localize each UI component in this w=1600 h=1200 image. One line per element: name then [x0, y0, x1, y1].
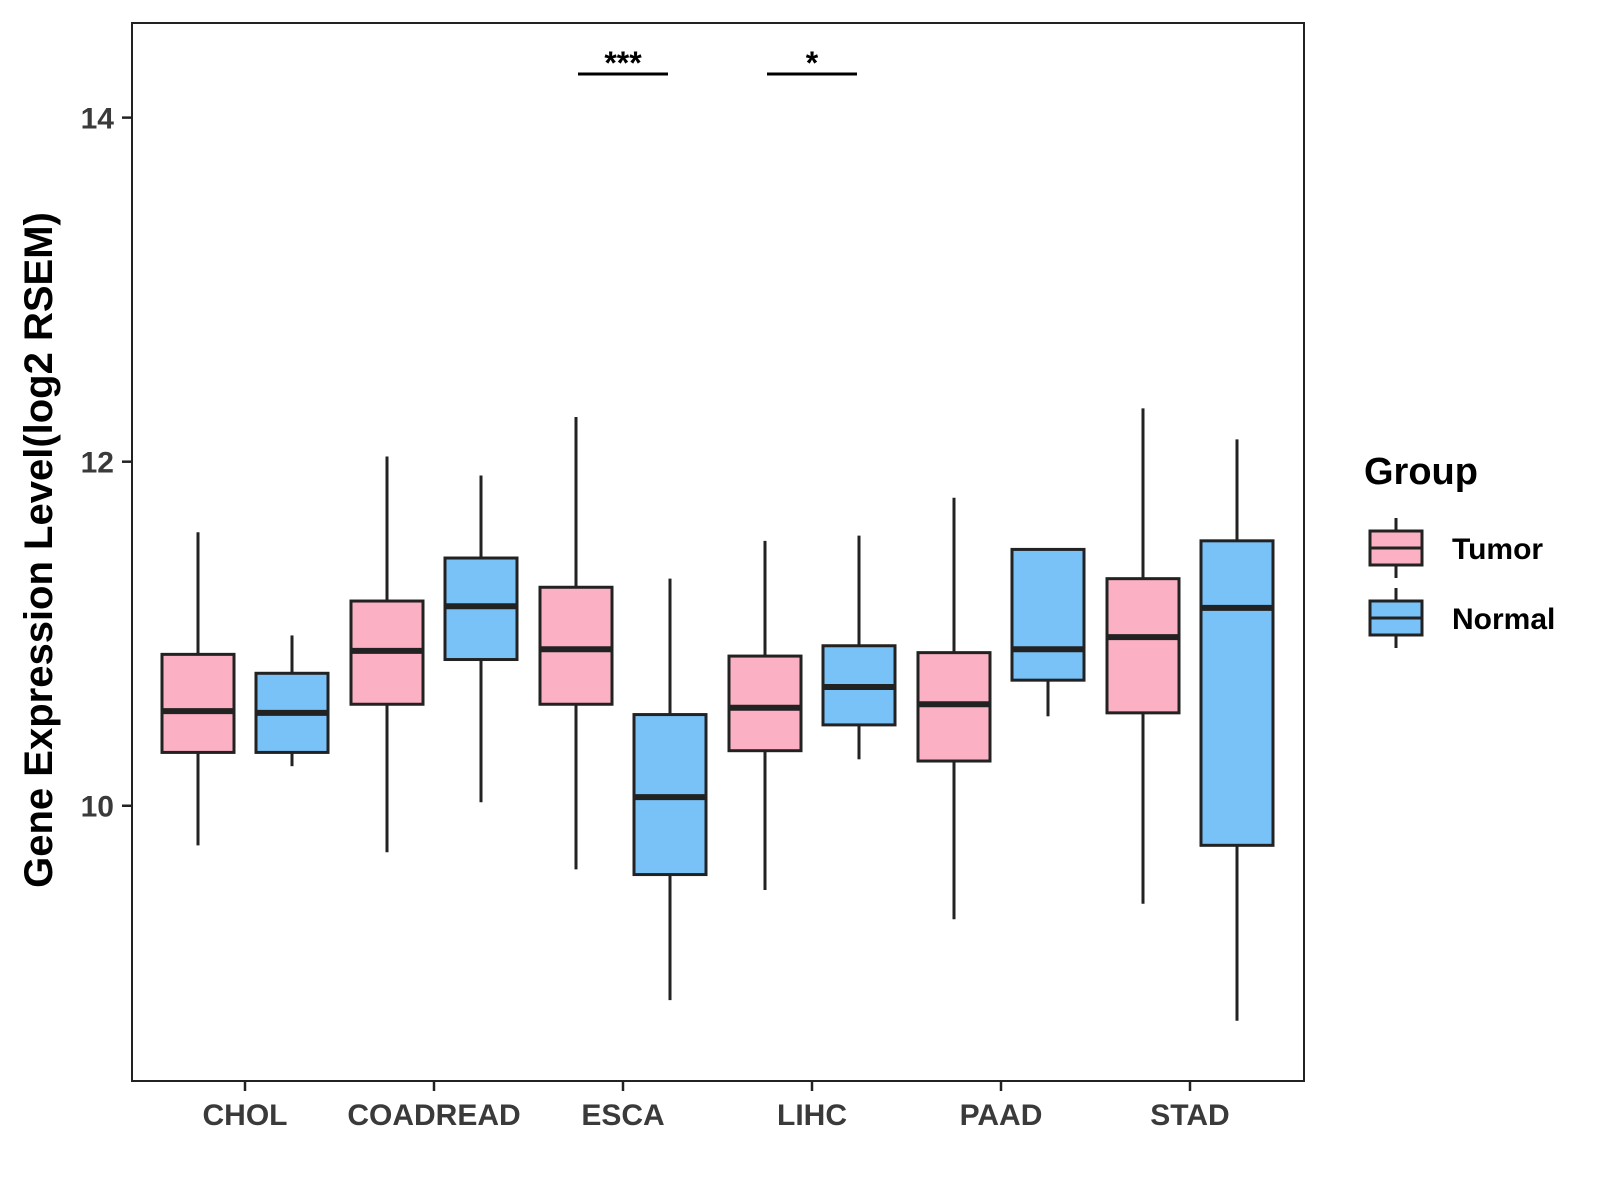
box-iqr [1105, 577, 1181, 715]
x-tick-label-paad: PAAD [960, 1099, 1043, 1132]
y-tick-label: 14 [81, 103, 115, 136]
x-tick-label-chol: CHOL [203, 1099, 288, 1132]
box-iqr [727, 654, 803, 753]
box-iqr [1199, 539, 1275, 847]
x-tick-label-lihc: LIHC [777, 1099, 847, 1132]
y-tick-label: 10 [81, 791, 114, 824]
legend-item-tumor: Tumor [1368, 518, 1543, 578]
box-normal-coadread [443, 475, 519, 803]
plot-area: *** * [160, 45, 1275, 1021]
legend-label: Normal [1452, 603, 1555, 636]
box-normal-esca [632, 578, 708, 1001]
legend: Group Tumor Normal [1364, 451, 1555, 648]
legend-title: Group [1364, 451, 1478, 493]
box-tumor-coadread [349, 456, 425, 853]
box-iqr [538, 585, 614, 706]
box-normal-stad [1199, 439, 1275, 1021]
box-normal-chol [254, 635, 330, 767]
box-iqr [160, 652, 236, 754]
box-tumor-stad [1105, 408, 1181, 904]
box-normal-paad [1010, 547, 1086, 717]
x-tick-label-esca: ESCA [581, 1099, 664, 1132]
box-normal-lihc [821, 535, 897, 760]
legend-label: Tumor [1452, 533, 1543, 566]
significance-label: * [806, 45, 819, 81]
box-tumor-lihc [727, 540, 803, 891]
plot-border [131, 22, 1305, 1082]
significance-lihc: * [767, 45, 857, 81]
y-axis-title: Gene Expression Level(log2 RSEM) [17, 212, 61, 888]
y-tick-label: 12 [81, 447, 114, 480]
box-tumor-paad [916, 497, 992, 920]
significance-label: *** [604, 45, 642, 81]
x-tick-label-coadread: COADREAD [347, 1099, 520, 1132]
box-tumor-esca [538, 416, 614, 870]
significance-esca: *** [578, 45, 668, 81]
axes: 10 12 14 CHOL COADREAD ESCA LIHC PAAD STAD [81, 22, 1305, 1132]
box-iqr [1010, 547, 1086, 682]
legend-item-normal: Normal [1368, 588, 1555, 648]
x-tick-label-stad: STAD [1150, 1099, 1229, 1132]
box-tumor-chol [160, 532, 236, 846]
